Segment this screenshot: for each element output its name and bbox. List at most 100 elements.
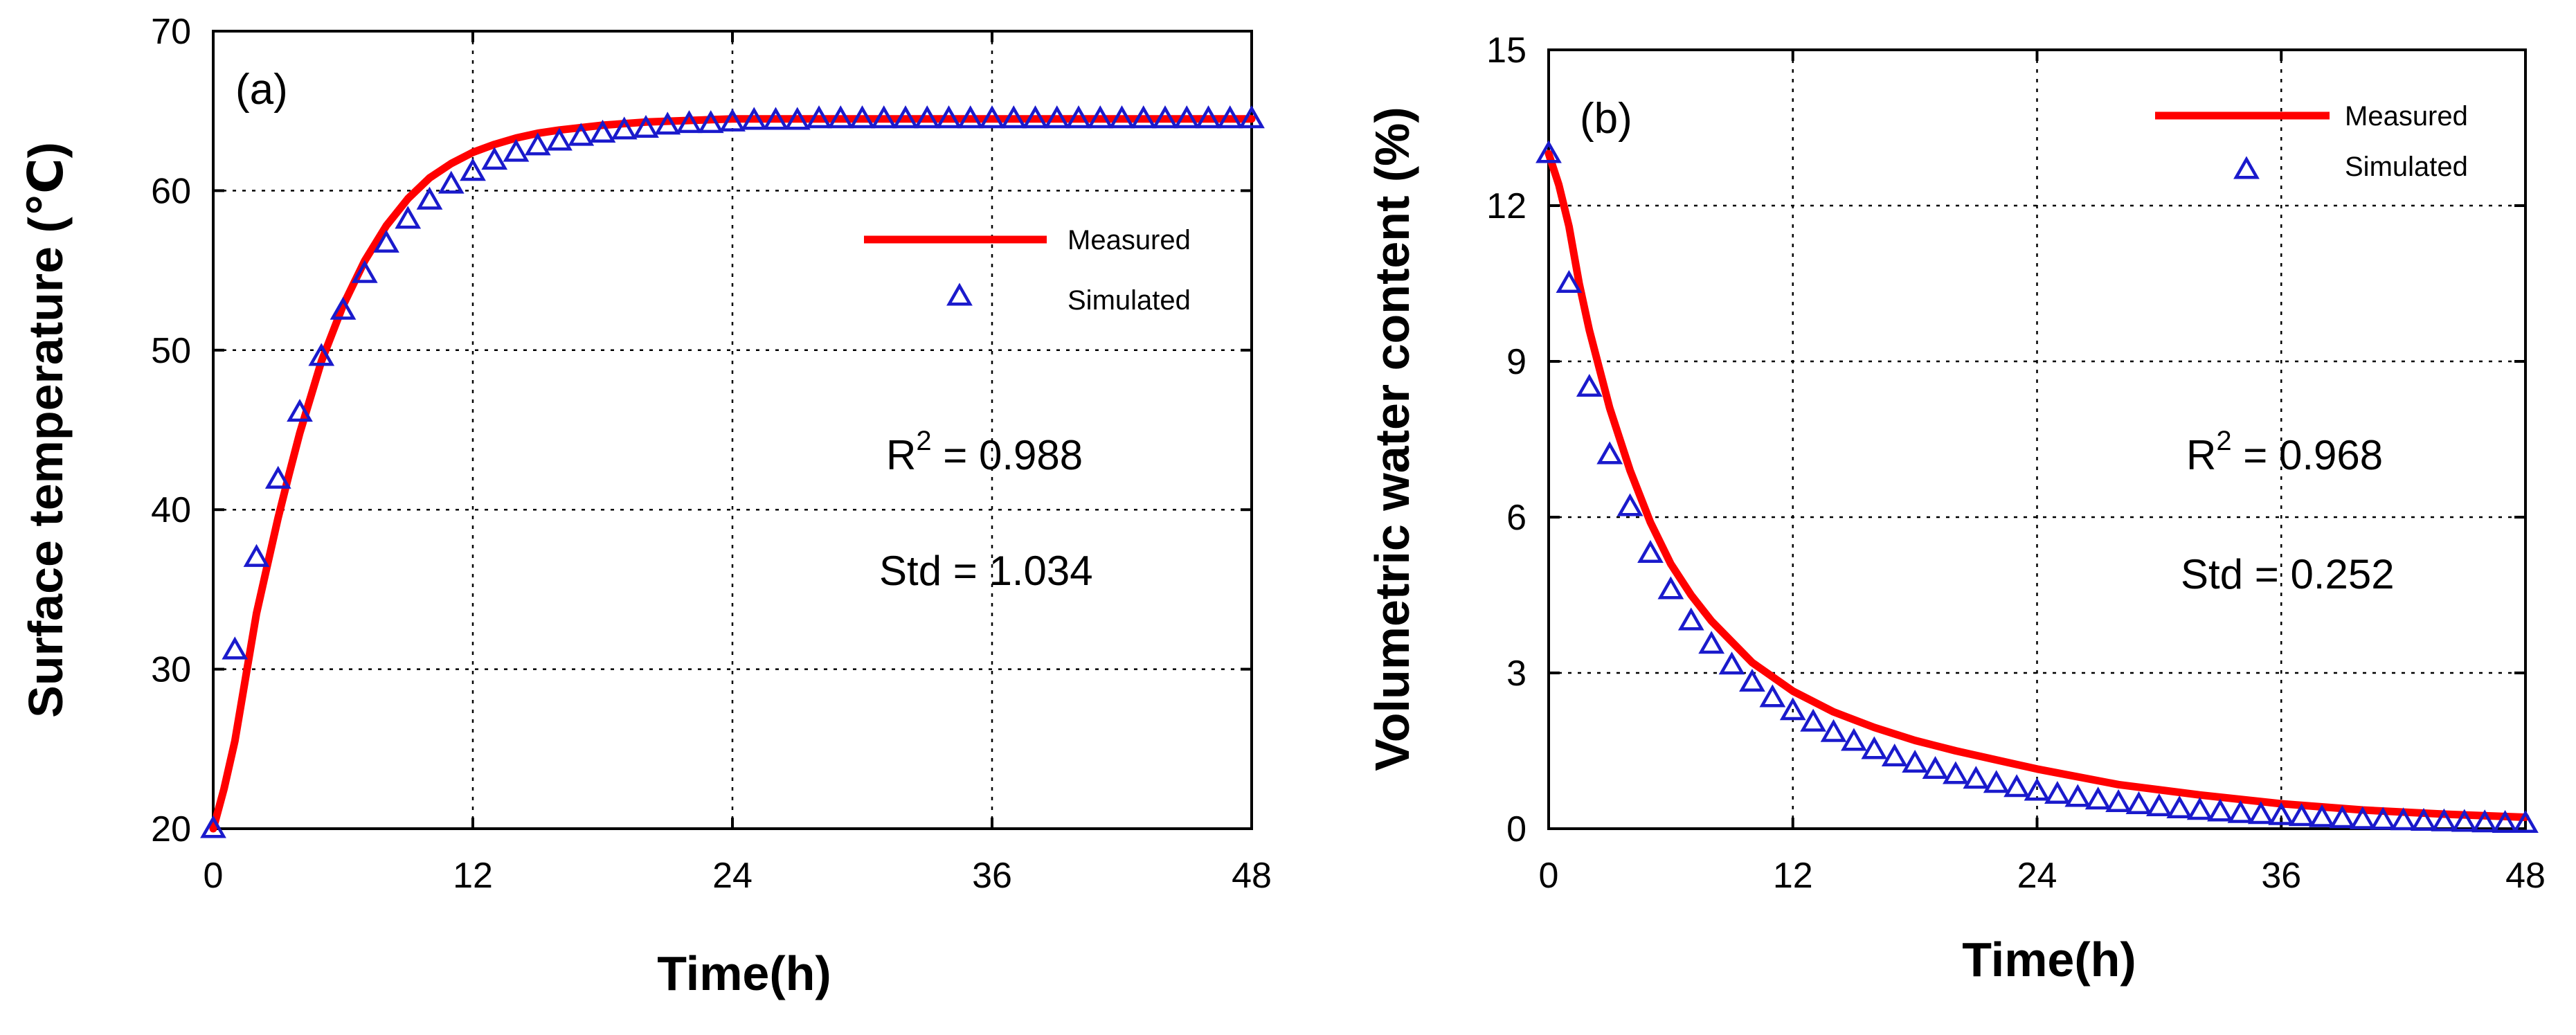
simulated-point: [1065, 105, 1092, 129]
simulated-point: [2390, 807, 2417, 831]
simulated-point: [2105, 789, 2132, 812]
simulated-point: [1739, 668, 1765, 692]
r-squared-prefix: R: [886, 432, 916, 478]
std-annotation: Std = 0.252: [2181, 551, 2395, 597]
x-tick-label: 12: [1773, 856, 1813, 896]
x-tick-label: 48: [1232, 856, 1272, 896]
x-tick-label: 48: [2505, 856, 2546, 896]
x-tick-label: 24: [712, 856, 753, 896]
simulated-point: [1195, 105, 1222, 129]
legend-simulated-label: Simulated: [1068, 285, 1191, 316]
simulated-point: [697, 110, 724, 134]
simulated-point: [654, 111, 681, 135]
simulated-point: [1616, 493, 1643, 516]
simulated-point: [589, 119, 616, 143]
simulated-point: [546, 127, 573, 151]
r-squared-value: = 0.968: [2232, 432, 2384, 478]
simulated-point: [979, 105, 1005, 129]
simulated-point: [2247, 801, 2274, 825]
simulated-point: [2349, 806, 2376, 829]
simulated-point: [1130, 105, 1157, 129]
simulated-point: [2125, 791, 2152, 814]
std-annotation: Std = 1.034: [879, 548, 1093, 594]
r-squared-annotation: R2 = 0.988: [886, 426, 1083, 478]
simulated-point: [1043, 105, 1070, 129]
simulated-point: [1698, 631, 1725, 654]
simulated-point: [1152, 105, 1178, 129]
y-tick-label: 9: [1506, 342, 1526, 382]
x-tick-label: 36: [972, 856, 1012, 896]
legend: Measured Simulated: [864, 225, 1191, 316]
simulated-point: [1596, 441, 1623, 465]
simulated-point: [2492, 809, 2519, 833]
simulated-point: [892, 105, 919, 129]
simulated-point: [1216, 105, 1243, 129]
legend-simulated-marker: [946, 282, 973, 306]
y-tick-label: 0: [1506, 809, 1526, 849]
simulated-point: [2064, 784, 2091, 807]
simulated-point: [633, 115, 659, 138]
simulated-point: [957, 105, 984, 129]
simulated-point: [373, 229, 399, 253]
simulated-point: [1759, 684, 1786, 708]
simulated-point: [2044, 780, 2071, 804]
legend-simulated-label: Simulated: [2345, 152, 2468, 182]
simulated-point: [1922, 755, 1949, 779]
y-tick-label: 40: [151, 490, 191, 530]
simulated-point: [200, 815, 226, 838]
y-tick-label: 15: [1486, 30, 1526, 71]
simulated-point: [1173, 105, 1200, 129]
simulated-point: [611, 116, 638, 140]
panel-label: (a): [235, 66, 288, 114]
y-axis-title: Surface temperature (℃): [19, 142, 73, 718]
simulated-point: [287, 399, 313, 422]
simulated-point: [351, 260, 378, 283]
y-tick-label: 70: [151, 12, 191, 52]
simulated-point: [2024, 777, 2051, 801]
simulated-point: [1861, 736, 1888, 759]
simulated-point: [2268, 802, 2295, 825]
simulated-point: [1677, 607, 1704, 631]
simulated-point: [914, 105, 941, 129]
y-tick-label: 6: [1506, 498, 1526, 538]
y-tick-label: 30: [151, 650, 191, 690]
simulated-point: [2084, 786, 2111, 810]
r-squared-superscript: 2: [2216, 426, 2231, 456]
simulated-point: [243, 543, 270, 567]
r-squared-prefix: R: [2186, 432, 2216, 478]
simulated-point: [1657, 576, 1684, 600]
simulated-point: [1022, 105, 1049, 129]
simulated-point: [1576, 373, 1603, 397]
simulated-point: [1820, 719, 1847, 742]
r-squared-value: = 0.988: [932, 432, 1083, 478]
simulated-point: [2288, 803, 2315, 827]
simulated-point: [2471, 809, 2498, 833]
y-tick-label: 60: [151, 171, 191, 211]
simulated-point: [438, 170, 465, 194]
x-tick-label: 24: [2017, 856, 2057, 896]
simulated-point: [935, 105, 962, 129]
simulated-point: [2431, 808, 2458, 831]
simulated-point: [503, 138, 530, 162]
x-tick-label: 12: [453, 856, 493, 896]
simulated-point: [568, 123, 595, 146]
simulated-point: [222, 636, 249, 660]
simulated-point: [330, 296, 357, 320]
y-axis-title: Volumetric water content (%): [1365, 107, 1419, 771]
simulated-point: [2411, 807, 2437, 831]
simulated-point: [1535, 140, 1562, 163]
simulated-point: [2370, 807, 2397, 830]
simulated-point: [395, 206, 422, 229]
simulated-point: [676, 110, 703, 134]
legend-simulated-marker: [2233, 156, 2260, 179]
simulated-point: [762, 107, 789, 130]
simulated-point: [1779, 697, 1806, 721]
y-tick-label: 3: [1506, 654, 1526, 694]
simulated-point: [2227, 800, 2254, 823]
simulated-point: [1963, 766, 1990, 789]
simulated-point: [1087, 105, 1114, 129]
simulated-point: [308, 343, 335, 366]
simulated-point: [849, 105, 876, 129]
